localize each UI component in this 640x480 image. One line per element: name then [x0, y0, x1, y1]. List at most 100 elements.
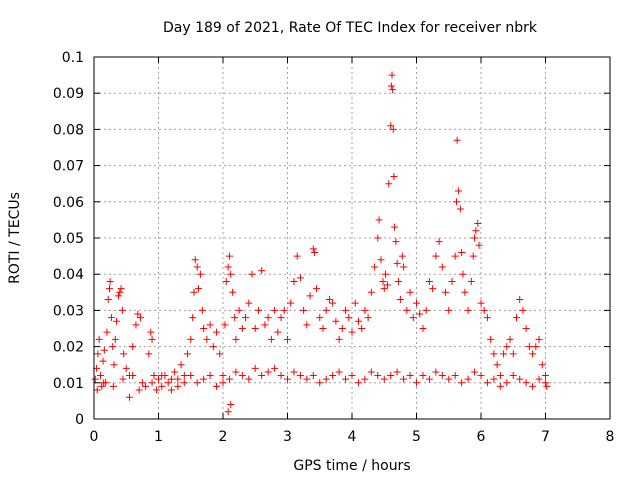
data-point — [354, 379, 362, 387]
data-point — [385, 180, 393, 188]
data-point — [100, 346, 108, 354]
data-point — [274, 328, 282, 336]
data-point — [296, 274, 304, 282]
data-point — [174, 382, 182, 390]
data-point — [361, 306, 369, 314]
data-point — [213, 328, 221, 336]
data-point — [118, 306, 126, 314]
data-point — [147, 328, 155, 336]
data-point — [490, 375, 498, 383]
data-point — [394, 277, 402, 285]
data-point — [374, 372, 382, 380]
data-point — [503, 379, 511, 387]
data-point — [351, 299, 359, 307]
data-point — [98, 382, 106, 390]
data-point — [194, 285, 202, 293]
data-point — [358, 325, 366, 332]
data-point — [221, 321, 229, 329]
data-point — [309, 245, 317, 253]
data-point — [232, 335, 240, 343]
data-point — [512, 314, 520, 322]
data-point — [271, 364, 279, 372]
data-point — [454, 187, 462, 195]
data-point — [435, 238, 443, 246]
data-point — [164, 379, 172, 387]
y-axis-ticks: 0 0.01 0.02 0.03 0.04 0.05 0.06 0.07 0.08 0.09 0.1 — [53, 50, 610, 428]
data-point — [483, 314, 491, 322]
data-point — [382, 270, 390, 278]
data-point — [487, 335, 495, 343]
data-point — [456, 205, 464, 213]
data-point — [113, 317, 121, 325]
data-point — [251, 364, 259, 372]
data-point — [500, 350, 508, 358]
data-point — [196, 270, 204, 278]
data-point — [238, 372, 246, 380]
data-point — [135, 386, 143, 394]
data-point — [150, 372, 158, 380]
data-point — [180, 379, 188, 387]
data-point — [400, 263, 408, 271]
data-point — [464, 375, 472, 383]
data-point — [406, 288, 414, 296]
data-point — [445, 375, 453, 383]
data-point — [345, 314, 353, 322]
data-point — [496, 382, 504, 390]
data-point — [379, 277, 387, 285]
data-point — [190, 288, 198, 296]
data-point — [448, 277, 456, 285]
data-point — [227, 401, 235, 409]
data-point — [254, 306, 262, 314]
data-point — [522, 325, 530, 332]
data-point — [167, 375, 175, 383]
data-point — [148, 379, 156, 387]
data-point — [425, 277, 433, 285]
data-point — [229, 288, 237, 296]
scatter-points — [91, 71, 551, 416]
data-point — [471, 234, 479, 242]
data-point — [316, 379, 324, 387]
data-point — [509, 350, 517, 358]
data-point — [458, 379, 466, 387]
data-point — [342, 306, 350, 314]
data-point — [180, 372, 188, 380]
data-point — [224, 263, 232, 271]
data-point — [391, 223, 399, 231]
data-point — [99, 357, 107, 365]
data-point — [472, 227, 480, 235]
data-point — [242, 314, 250, 322]
data-point — [425, 375, 433, 383]
data-point — [145, 350, 153, 358]
data-point — [451, 252, 459, 260]
y-tick-label: 0.05 — [53, 231, 84, 247]
data-point — [232, 368, 240, 376]
x-tick-label: 1 — [154, 429, 163, 445]
data-point — [525, 343, 533, 351]
data-point — [258, 372, 266, 380]
data-point — [532, 343, 540, 351]
data-point — [213, 382, 221, 390]
data-point — [296, 372, 304, 380]
data-point — [91, 375, 99, 383]
data-point — [542, 372, 549, 380]
data-point — [319, 325, 327, 332]
data-point — [538, 361, 546, 369]
data-point — [467, 277, 475, 285]
data-point — [477, 299, 485, 307]
data-point — [117, 285, 125, 293]
data-point — [311, 248, 319, 256]
data-point — [198, 306, 206, 314]
data-point — [471, 368, 479, 376]
data-point — [303, 321, 311, 329]
y-tick-label: 0.07 — [53, 159, 84, 175]
data-point — [316, 314, 324, 322]
data-point — [438, 372, 446, 380]
data-point — [103, 328, 111, 336]
data-point — [125, 393, 133, 401]
data-point — [393, 259, 401, 267]
data-point — [496, 372, 504, 380]
y-tick-label: 0.04 — [53, 267, 84, 283]
y-axis-label: ROTI / TECUs — [7, 192, 23, 284]
data-point — [445, 306, 453, 314]
